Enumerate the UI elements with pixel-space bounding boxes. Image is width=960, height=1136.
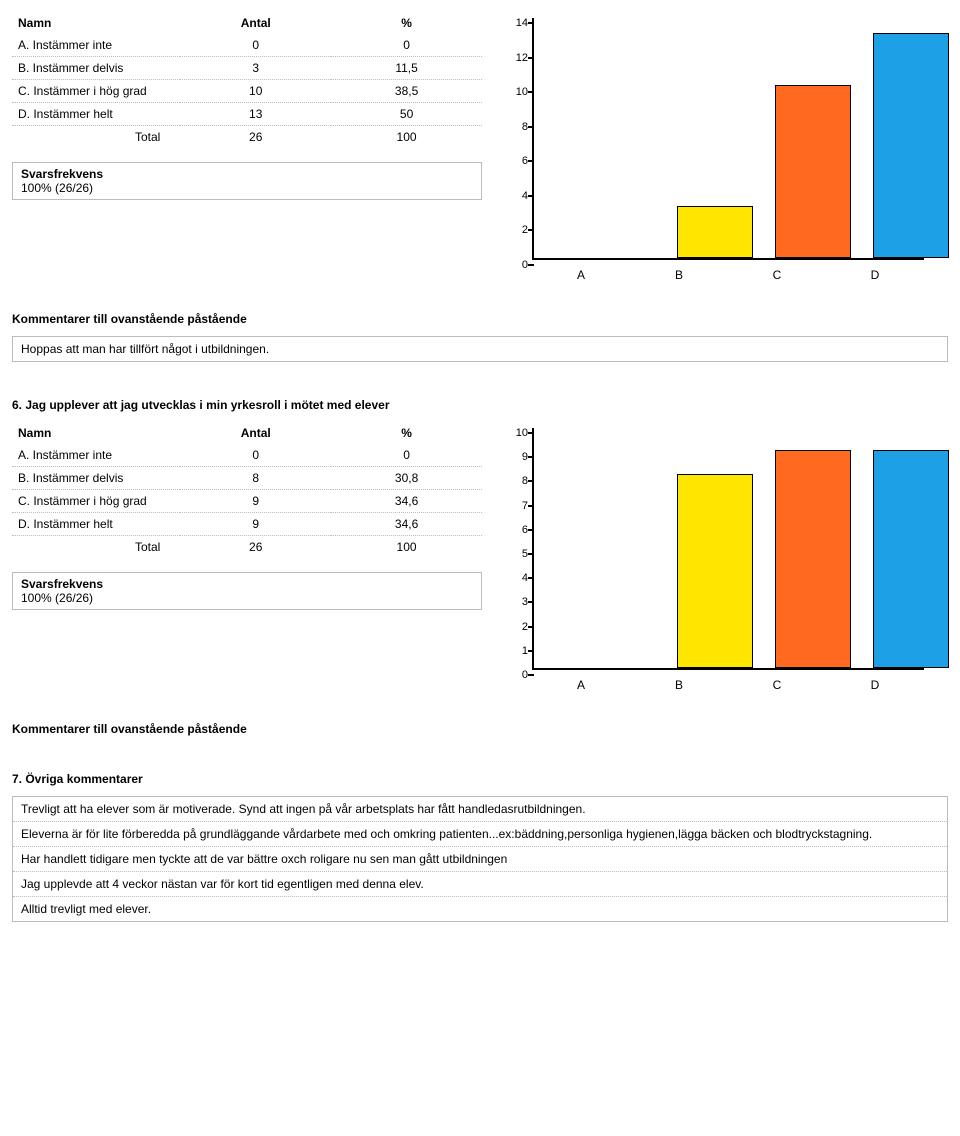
comments-3: Trevligt att ha elever som är motiverade… <box>12 796 948 922</box>
row-antal: 0 <box>180 34 331 57</box>
row-pct: 30,8 <box>331 467 482 490</box>
total-pct: 100 <box>331 126 482 149</box>
th-pct: % <box>331 12 482 34</box>
row-pct: 38,5 <box>331 80 482 103</box>
row-antal: 8 <box>180 467 331 490</box>
svars-label: Svarsfrekvens <box>21 577 473 591</box>
row-antal: 13 <box>180 103 331 126</box>
comment-item: Har handlett tidigare men tyckte att de … <box>13 847 947 872</box>
row-pct: 11,5 <box>331 57 482 80</box>
row-name: C. Instämmer i hög grad <box>12 490 180 513</box>
svars-box-2: Svarsfrekvens 100% (26/26) <box>12 572 482 610</box>
row-pct: 50 <box>331 103 482 126</box>
svars-value: 100% (26/26) <box>21 591 473 605</box>
comment-item: Alltid trevligt med elever. <box>13 897 947 921</box>
row-name: D. Instämmer helt <box>12 513 180 536</box>
section-2-left: Namn Antal % A. Instämmer inte00 B. Inst… <box>12 422 482 610</box>
table-2: Namn Antal % A. Instämmer inte00 B. Inst… <box>12 422 482 558</box>
row-pct: 0 <box>331 444 482 467</box>
th-name: Namn <box>12 422 180 444</box>
row-pct: 34,6 <box>331 490 482 513</box>
row-name: C. Instämmer i hög grad <box>12 80 180 103</box>
row-antal: 3 <box>180 57 331 80</box>
chart-2: 012345678910ABCD <box>498 422 928 692</box>
table-1: Namn Antal % A. Instämmer inte00 B. Inst… <box>12 12 482 148</box>
th-antal: Antal <box>180 12 331 34</box>
section-2-right: 012345678910ABCD <box>498 422 948 692</box>
row-antal: 0 <box>180 444 331 467</box>
row-pct: 34,6 <box>331 513 482 536</box>
row-antal: 9 <box>180 513 331 536</box>
total-pct: 100 <box>331 536 482 559</box>
row-name: B. Instämmer delvis <box>12 57 180 80</box>
kom-heading-1: Kommentarer till ovanstående påstående <box>12 312 948 326</box>
svars-value: 100% (26/26) <box>21 181 473 195</box>
total-antal: 26 <box>180 536 331 559</box>
section-2: Namn Antal % A. Instämmer inte00 B. Inst… <box>12 422 948 692</box>
kom-heading-2: Kommentarer till ovanstående påstående <box>12 722 948 736</box>
total-label: Total <box>12 536 180 559</box>
svars-label: Svarsfrekvens <box>21 167 473 181</box>
total-antal: 26 <box>180 126 331 149</box>
total-label: Total <box>12 126 180 149</box>
th-antal: Antal <box>180 422 331 444</box>
section-3-heading: 7. Övriga kommentarer <box>12 772 948 786</box>
row-antal: 9 <box>180 490 331 513</box>
th-pct: % <box>331 422 482 444</box>
comments-1: Hoppas att man har tillfört något i utbi… <box>12 336 948 362</box>
section-1-left: Namn Antal % A. Instämmer inte00 B. Inst… <box>12 12 482 200</box>
row-pct: 0 <box>331 34 482 57</box>
comment-item: Eleverna är för lite förberedda på grund… <box>13 822 947 847</box>
row-antal: 10 <box>180 80 331 103</box>
th-name: Namn <box>12 12 180 34</box>
section-1: Namn Antal % A. Instämmer inte00 B. Inst… <box>12 12 948 282</box>
comment-item: Jag upplevde att 4 veckor nästan var för… <box>13 872 947 897</box>
row-name: A. Instämmer inte <box>12 444 180 467</box>
comment-item: Hoppas att man har tillfört något i utbi… <box>13 337 947 361</box>
section-2-heading: 6. Jag upplever att jag utvecklas i min … <box>12 398 948 412</box>
section-1-right: 02468101214ABCD <box>498 12 948 282</box>
svars-box-1: Svarsfrekvens 100% (26/26) <box>12 162 482 200</box>
comment-item: Trevligt att ha elever som är motiverade… <box>13 797 947 822</box>
row-name: A. Instämmer inte <box>12 34 180 57</box>
row-name: B. Instämmer delvis <box>12 467 180 490</box>
row-name: D. Instämmer helt <box>12 103 180 126</box>
chart-1: 02468101214ABCD <box>498 12 928 282</box>
